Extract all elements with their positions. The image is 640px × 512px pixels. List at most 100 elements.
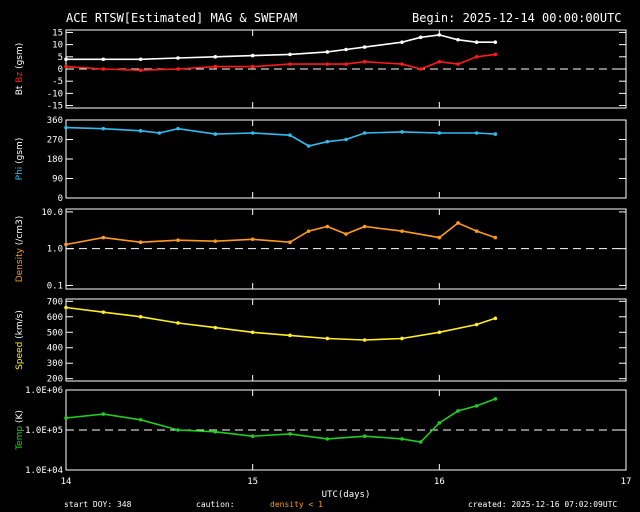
data-point <box>176 56 180 60</box>
data-point <box>400 62 404 66</box>
data-point <box>213 239 218 243</box>
x-axis-title: UTC(days) <box>322 490 371 500</box>
x-tick-label: 14 <box>61 477 72 487</box>
series-line <box>65 306 496 341</box>
data-point <box>344 47 348 52</box>
data-point <box>362 434 367 438</box>
data-point <box>101 235 106 240</box>
y-axis-title: Density (/cm3) <box>15 216 25 283</box>
data-point <box>101 126 106 131</box>
data-point <box>138 417 143 422</box>
data-point <box>288 52 292 57</box>
data-point <box>437 131 442 135</box>
data-point <box>250 237 255 242</box>
begin-timestamp: Begin: 2025-12-14 00:00:00UTC <box>412 11 622 25</box>
data-point <box>64 305 68 310</box>
data-point <box>138 57 143 62</box>
data-point <box>288 62 292 66</box>
y-axis-title-part: Temp <box>15 426 25 451</box>
data-point <box>138 240 143 245</box>
data-point <box>250 64 255 69</box>
y-axis-title: Bt Bz (gsm) <box>15 43 25 96</box>
series-line <box>65 222 496 246</box>
caution-label: caution: <box>196 500 235 509</box>
data-point <box>418 440 423 444</box>
data-point <box>213 132 218 136</box>
data-point <box>456 221 460 225</box>
y-axis-title-part: (km/s) <box>15 310 25 342</box>
y-tick-label: 200 <box>47 375 63 385</box>
y-axis-title-part: Bz <box>15 72 25 86</box>
y-tick-label: 15 <box>52 28 63 38</box>
chart-title: ACE RTSW[Estimated] MAG & SWEPAM <box>66 11 298 25</box>
y-tick-label: 400 <box>47 344 63 354</box>
data-point <box>344 137 348 142</box>
panel-bt-bz: 15 10 5 0 -5 -10 -15 Bt Bz (gsm) <box>15 28 627 112</box>
y-axis-title-part: Phi <box>15 167 25 181</box>
data-point <box>437 330 442 335</box>
data-point <box>64 416 68 420</box>
y-tick-label: 0 <box>58 65 63 75</box>
data-point <box>437 33 442 37</box>
data-point <box>418 67 423 71</box>
panel-density: 10.0 1.0 0.1 Density (/cm3) <box>15 208 627 291</box>
data-point <box>306 144 311 148</box>
data-point <box>474 40 479 44</box>
data-point <box>138 314 143 319</box>
y-axis-title-part: Density <box>15 247 25 282</box>
series-line <box>65 398 496 443</box>
data-point <box>325 139 330 144</box>
start-doy-label: start DOY: 348 <box>64 500 132 509</box>
data-point <box>157 131 162 135</box>
data-point <box>306 229 311 233</box>
data-point <box>362 131 367 135</box>
data-point <box>418 35 423 40</box>
data-point <box>176 321 180 325</box>
data-point <box>213 430 218 434</box>
data-point <box>400 336 404 341</box>
y-tick-label: 300 <box>47 359 63 369</box>
series-line <box>65 53 496 72</box>
y-tick-label: 10 <box>52 41 63 51</box>
panel-temp: 1.0E+06 1.0E+05 1.0E+04 Temp (K) 14 15 16 17 UTC… <box>15 386 631 500</box>
y-tick-label: 360 <box>47 116 63 126</box>
data-point <box>474 404 479 408</box>
data-point <box>64 64 68 69</box>
y-tick-label: 5 <box>58 53 63 63</box>
data-point <box>325 224 330 229</box>
data-point <box>456 409 460 413</box>
series-speed <box>64 305 498 342</box>
y-tick-label: 180 <box>47 155 63 165</box>
y-axis-title-part: Bt <box>15 85 25 95</box>
data-point <box>437 421 442 425</box>
data-point <box>250 53 255 58</box>
series-bz <box>64 52 498 73</box>
data-point <box>493 235 498 240</box>
data-point <box>400 437 404 441</box>
data-point <box>101 412 106 416</box>
y-tick-label: -10 <box>47 89 63 99</box>
data-point <box>325 62 330 66</box>
data-point <box>288 432 292 436</box>
data-point <box>362 338 367 342</box>
data-point <box>362 59 367 64</box>
data-point <box>250 131 255 135</box>
data-point <box>176 67 180 71</box>
data-point <box>437 235 442 240</box>
x-tick-label: 15 <box>247 477 258 487</box>
data-point <box>138 129 143 133</box>
data-point <box>325 336 330 341</box>
y-tick-label: 0 <box>58 194 63 204</box>
data-point <box>493 397 498 401</box>
panel-frame <box>65 298 627 382</box>
y-tick-label: 700 <box>47 297 63 307</box>
panel-phi: 360 270 180 90 0 Phi (gsm) <box>15 116 627 204</box>
created-timestamp: created: 2025-12-16 07:02:09UTC <box>468 500 618 509</box>
data-point <box>213 325 218 330</box>
data-point <box>288 333 292 338</box>
series-density <box>64 221 498 247</box>
data-point <box>400 40 404 44</box>
y-tick-label: 1.0E+04 <box>25 466 63 476</box>
data-point <box>493 52 498 57</box>
y-axis-title-part: (K) <box>15 410 25 426</box>
